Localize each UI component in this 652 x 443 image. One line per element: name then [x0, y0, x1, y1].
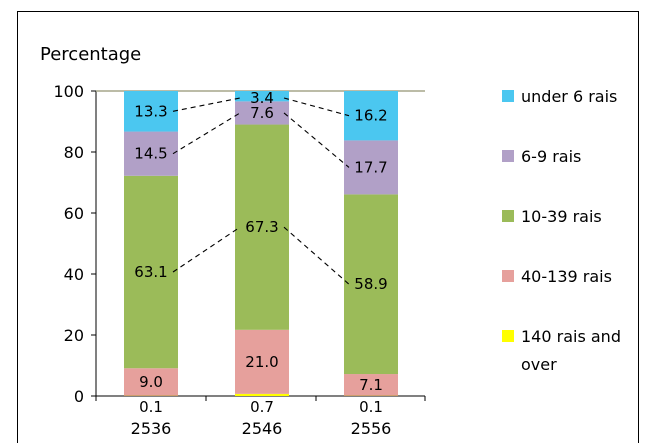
legend-label: 140 rais and	[521, 327, 621, 346]
x-tick-label: 2546	[242, 419, 283, 438]
data-label: 63.1	[134, 263, 167, 281]
bar-segment	[124, 368, 178, 396]
bar-segment	[344, 140, 398, 195]
connector-line	[283, 112, 350, 168]
bar-segment	[344, 91, 398, 141]
y-tick-label: 0	[74, 387, 84, 406]
bar-segment	[235, 329, 289, 394]
bar-segment	[124, 91, 178, 132]
y-tick-label: 20	[64, 326, 84, 345]
bar-segment	[124, 175, 178, 369]
bar-segment	[124, 131, 178, 176]
legend: under 6 rais 6-9 rais 10-39 rais 40-139 rai…	[502, 87, 621, 374]
plot-area: 0 20 40 60 80 100 2536 2546 2556 0.1 9.0 63.1 14.5 13…	[53, 82, 426, 438]
y-tick-label: 60	[64, 204, 84, 223]
data-label: 17.7	[354, 158, 387, 176]
connector-line	[172, 112, 241, 155]
bar-segment	[344, 374, 398, 396]
data-label: 9.0	[139, 373, 163, 391]
legend-label: 10-39 rais	[521, 207, 602, 226]
bar-segment	[235, 101, 289, 125]
connector-line	[172, 97, 241, 112]
legend-label: 6-9 rais	[521, 147, 581, 166]
legend-label: 40-139 rais	[521, 267, 612, 286]
x-tick-label: 2536	[131, 419, 172, 438]
bar-segment	[235, 393, 289, 396]
y-tick-label: 40	[64, 265, 84, 284]
data-label: 13.3	[134, 102, 167, 120]
legend-swatch	[502, 90, 514, 102]
bar-segment	[235, 91, 289, 102]
bar-segment	[235, 124, 289, 330]
legend-swatch	[502, 210, 514, 222]
legend-label: over	[521, 355, 557, 374]
data-label: 58.9	[354, 275, 387, 293]
data-label: 67.3	[245, 218, 278, 236]
data-label: 0.7	[250, 398, 274, 416]
data-label: 7.6	[250, 104, 274, 122]
legend-swatch	[502, 150, 514, 162]
legend-swatch	[502, 330, 514, 342]
data-label: 16.2	[354, 107, 387, 125]
data-label: 21.0	[245, 353, 278, 371]
legend-swatch	[502, 270, 514, 282]
data-label: 7.1	[359, 376, 383, 394]
data-label: 0.1	[359, 398, 383, 416]
connector-line	[172, 226, 241, 273]
x-tick-label: 2556	[351, 419, 392, 438]
legend-label: under 6 rais	[521, 87, 617, 106]
y-tick-label: 100	[53, 82, 84, 101]
data-label: 14.5	[134, 145, 167, 163]
chart-frame	[17, 11, 639, 443]
bar-segment	[344, 194, 398, 375]
data-label: 3.4	[250, 89, 274, 107]
connector-line	[283, 226, 350, 285]
y-axis-label: Percentage	[40, 44, 141, 65]
connector-line	[283, 97, 350, 117]
data-label: 0.1	[139, 398, 163, 416]
y-tick-label: 80	[64, 143, 84, 162]
